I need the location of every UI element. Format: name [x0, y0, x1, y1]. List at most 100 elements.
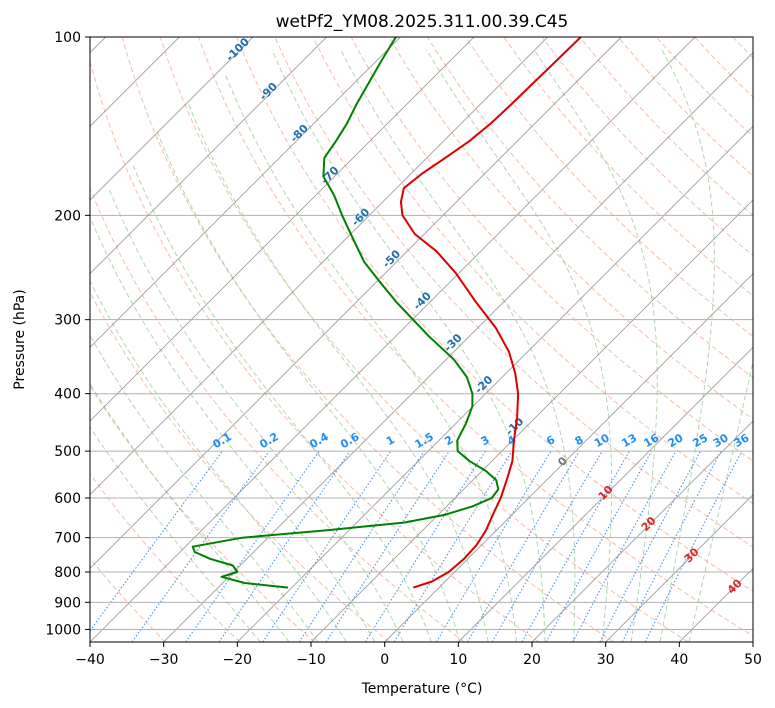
background-lines: [90, 37, 775, 642]
dry-adiabat-label: -40: [411, 289, 434, 312]
moist-adiabat: [688, 358, 753, 642]
x-tick-label: −10: [296, 652, 326, 668]
dry-adiabat: [90, 472, 241, 642]
x-tick-label: −40: [75, 652, 105, 668]
y-tick-label: 300: [54, 313, 81, 329]
dry-adiabat: [159, 37, 689, 642]
mixing-ratio-label: 13: [619, 431, 639, 450]
mixing-ratio-label: 36: [732, 431, 752, 450]
x-tick-label: 0: [380, 652, 389, 668]
mixing-ratio-line: [572, 450, 677, 642]
dry-adiabat: [771, 37, 775, 642]
dry-adiabat: [732, 37, 753, 59]
mixing-ratio-line: [521, 450, 630, 642]
y-tick-label: 800: [54, 565, 81, 581]
x-axis-label: Temperature (°C): [361, 681, 483, 697]
dry-adiabat: [503, 37, 753, 297]
mixing-ratio-line: [545, 450, 653, 642]
x-tick-label: 10: [449, 652, 467, 668]
y-tick-label: 100: [54, 30, 81, 46]
isotherm-line: [90, 37, 327, 275]
moist-adiabat: [108, 188, 404, 642]
mixing-ratio-line: [325, 450, 450, 642]
dry-adiabat: [90, 384, 316, 642]
moist-adiabat: [90, 382, 290, 642]
moist-adiabat: [271, 49, 546, 642]
isotherm-line: [90, 37, 548, 496]
y-tick-label: 900: [54, 595, 81, 611]
isotherm-line: [531, 420, 753, 642]
moist-adiabat-label: 10: [596, 483, 616, 503]
y-tick-label: 200: [54, 208, 81, 224]
moist-adiabat: [340, 49, 576, 642]
dry-adiabat: [198, 37, 753, 637]
temperature-profile: [399, 37, 582, 589]
isotherm-line: [458, 346, 753, 642]
dry-adiabat: [312, 37, 753, 505]
mixing-ratio-label: 20: [666, 431, 686, 450]
dry-adiabat-label: -100: [223, 35, 252, 64]
isotherm-line: [237, 125, 753, 642]
dry-adiabat: [90, 291, 390, 642]
moist-adiabat-label: 20: [639, 514, 659, 534]
isotherm-line: [752, 641, 753, 642]
dry-adiabat-label: -80: [288, 122, 311, 145]
mixing-ratio-label: 0.2: [257, 430, 280, 451]
x-tick-label: −30: [149, 652, 179, 668]
isotherm-line: [90, 37, 254, 201]
isotherm-line: [90, 37, 696, 642]
mixing-ratio-line: [599, 450, 701, 642]
x-axis-ticks: −40 −30 −20 −10 0 10 20 30 40 50: [75, 642, 762, 668]
y-tick-label: 400: [54, 387, 81, 403]
y-tick-label: 1000: [45, 622, 81, 638]
mixing-ratio-line: [90, 450, 223, 632]
mixing-ratio-label: 8: [573, 433, 586, 448]
x-tick-label: −20: [223, 652, 253, 668]
moist-adiabat: [224, 72, 517, 642]
isotherm-line: [605, 494, 753, 642]
mixing-ratio-label: 1.5: [412, 430, 435, 451]
dry-adiabat-label: -20: [472, 373, 495, 396]
moist-adiabat: [188, 104, 489, 642]
dry-adiabat: [90, 557, 166, 642]
mixing-ratio-label: 0.4: [307, 430, 331, 451]
dry-adiabat: [694, 37, 753, 98]
mixing-ratio-label: 3: [479, 433, 492, 448]
y-axis-ticks: 100 200 300 400 500 600 700 800 900 1000: [45, 30, 90, 638]
line-annotations: -100-90-80-70-60-50-40-30-20-10010203040…: [210, 35, 752, 597]
isotherm-line: [90, 37, 475, 422]
mixing-ratio-line: [364, 450, 486, 642]
mixing-ratio-label: 0.1: [210, 430, 233, 451]
dry-adiabat-label: -90: [257, 80, 280, 103]
mixing-ratio-label: 1: [384, 433, 397, 448]
y-tick-label: 600: [54, 491, 81, 507]
isotherm-line: [90, 37, 622, 569]
mixing-ratio-line: [131, 450, 270, 642]
sounding-profiles: [191, 37, 582, 589]
mixing-ratio-line: [393, 450, 513, 642]
dry-adiabat: [656, 37, 753, 138]
mixing-ratio-label: 10: [592, 431, 612, 450]
chart-title: wetPf2_YM08.2025.311.00.39.C45: [276, 12, 569, 32]
mixing-ratio-line: [621, 450, 722, 642]
dry-adiabat-label: -60: [349, 205, 372, 228]
moist-adiabat: [90, 426, 261, 642]
x-tick-label: 40: [670, 652, 688, 668]
isotherm-line: [90, 37, 401, 348]
mixing-ratio-line: [185, 450, 320, 642]
mixing-ratio-line: [644, 450, 743, 642]
dry-adiabat: [426, 37, 753, 378]
moist-adiabat: [157, 132, 461, 642]
dewpoint-profile: [191, 37, 500, 589]
mixing-ratio-label: 16: [641, 431, 661, 450]
mixing-ratio-label: 30: [711, 431, 731, 450]
mixing-ratio-line: [298, 450, 425, 642]
dry-adiabat: [350, 37, 753, 462]
y-tick-label: 700: [54, 531, 81, 547]
moist-adiabat: [533, 49, 658, 642]
mixing-ratio-label: 25: [690, 431, 710, 450]
moist-adiabat: [90, 334, 319, 642]
moist-adiabat: [132, 165, 432, 642]
isotherm-line: [384, 273, 753, 642]
